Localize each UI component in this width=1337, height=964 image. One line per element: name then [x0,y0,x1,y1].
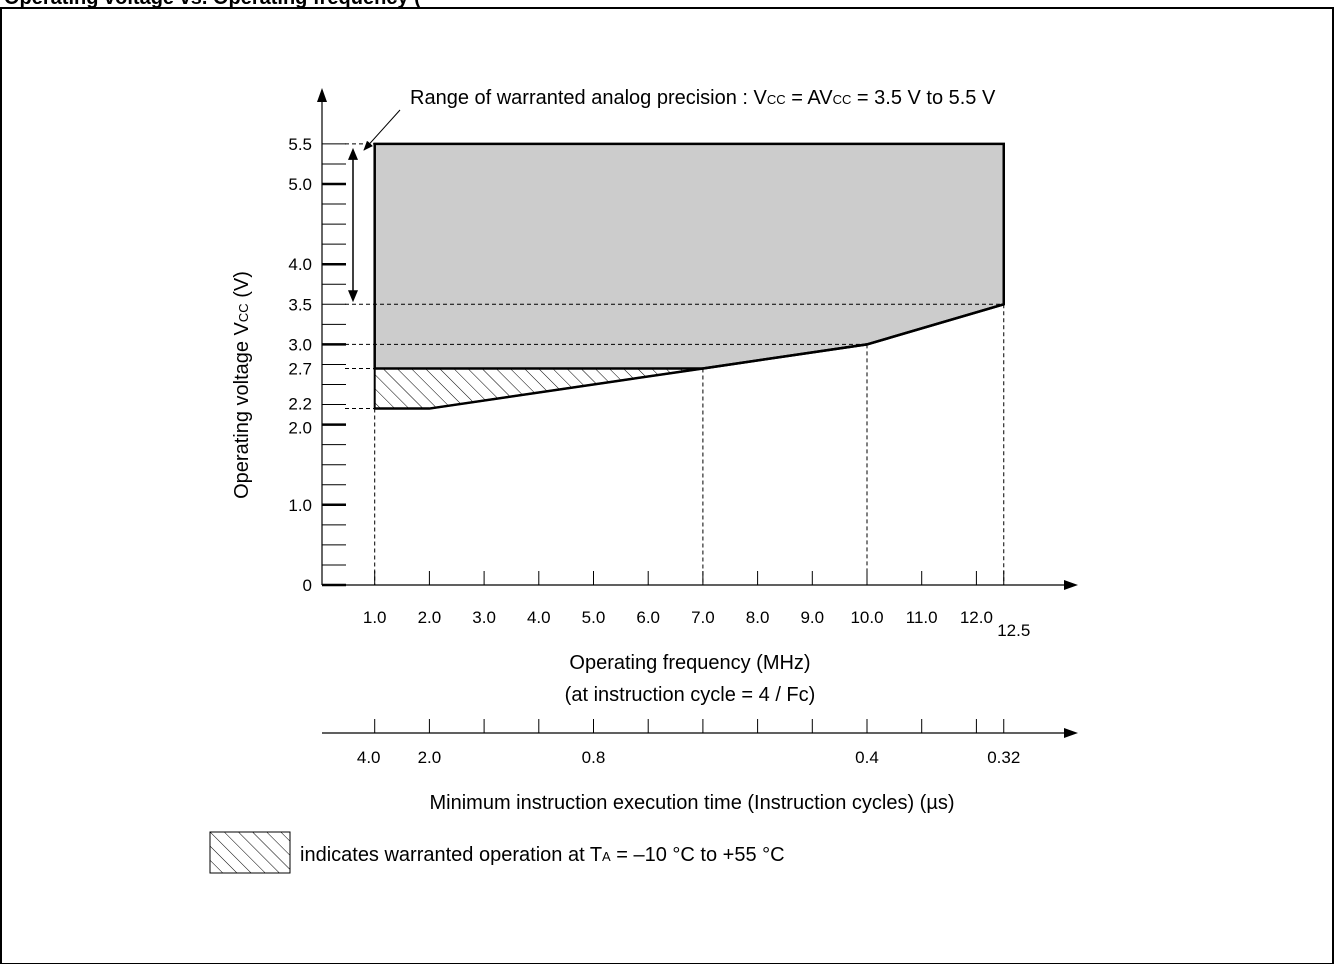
y-tick-label: 2.7 [288,359,312,378]
legend-text-sub: A [602,849,611,864]
y-axis-title-post: (V) [231,271,253,303]
y-tick-label: 2.0 [288,419,312,438]
y-axis-title-sub: CC [236,303,251,322]
guides-layer [345,143,1005,585]
annotation-range-mid: = AV [786,87,834,109]
annotation-range-sub1: CC [767,92,786,107]
x-tick-label: 10.0 [850,608,883,627]
legend-text-post: = –10 °C to +55 °C [611,844,785,866]
legend-text-pre: indicates warranted operation at T [300,844,602,866]
y-tick-label: 3.5 [288,295,312,314]
y-axis-arrow [317,88,327,102]
axes-layer [317,88,1078,738]
x-tick-label: 9.0 [800,608,824,627]
x2-axis-title: Minimum instruction execution time (Inst… [430,792,955,814]
y-tick-label: 5.5 [288,135,312,154]
annotation-range-end: = 3.5 V to 5.5 V [851,87,996,109]
page-border [0,7,1334,964]
x-tick-label: 8.0 [746,608,770,627]
x-axis-subtitle: (at instruction cycle = 4 / Fc) [565,684,816,706]
header-caption: Operating voltage vs. Operating frequenc… [4,0,421,9]
x2-tick-label: 0.8 [582,748,606,767]
y-tick-label: 0 [303,576,312,595]
annotation-range-text: Range of warranted analog precision : VC… [410,87,996,109]
x-tick-label: 1.0 [363,608,387,627]
annotation-range-pre: Range of warranted analog precision : V [410,87,768,109]
y-tick-label: 2.2 [288,395,312,414]
x-tick-label: 4.0 [527,608,551,627]
x-tick-label: 5.0 [582,608,606,627]
labels-layer: 5.5 5.0 4.0 3.5 3.0 2.7 2.2 2.0 1.0 0 1.0 2.0 3.0 4.0… [288,135,1030,767]
y-tick-label: 3.0 [288,335,312,354]
annotation-leader-line [363,109,401,151]
x2-tick-label: 0.4 [855,748,879,767]
legend-text: indicates warranted operation at TA = –1… [300,844,785,866]
x-tick-label: 3.0 [472,608,496,627]
precision-arrow-bottom [348,290,358,303]
x2-tick-label: 0.32 [987,748,1020,767]
x-tick-label: 12.0 [960,608,993,627]
y-tick-label: 5.0 [288,175,312,194]
y-tick-label: 4.0 [288,255,312,274]
y-axis-title: Operating voltage VCC (V) [231,271,253,499]
y-axis-title-pre: Operating voltage V [231,321,253,498]
x-tick-label: 2.0 [418,608,442,627]
x-tick-label: 7.0 [691,608,715,627]
x-axis-arrow [1064,580,1078,590]
x2-tick-label: 2.0 [418,748,442,767]
precision-arrow-top [348,147,358,160]
annotation-range-sub2: CC [833,92,852,107]
x-tick-label: 6.0 [636,608,660,627]
x2-tick-label: 4.0 [357,748,381,767]
x-tick-label: 11.0 [906,608,938,627]
y-tick-label: 1.0 [288,496,312,515]
x-tick-label: 12.5 [997,621,1030,640]
x-axis-title: Operating frequency (MHz) [569,652,810,674]
x2-axis-arrow [1064,728,1078,738]
legend-hatch-swatch [209,831,291,874]
warranted-region [373,142,1005,370]
